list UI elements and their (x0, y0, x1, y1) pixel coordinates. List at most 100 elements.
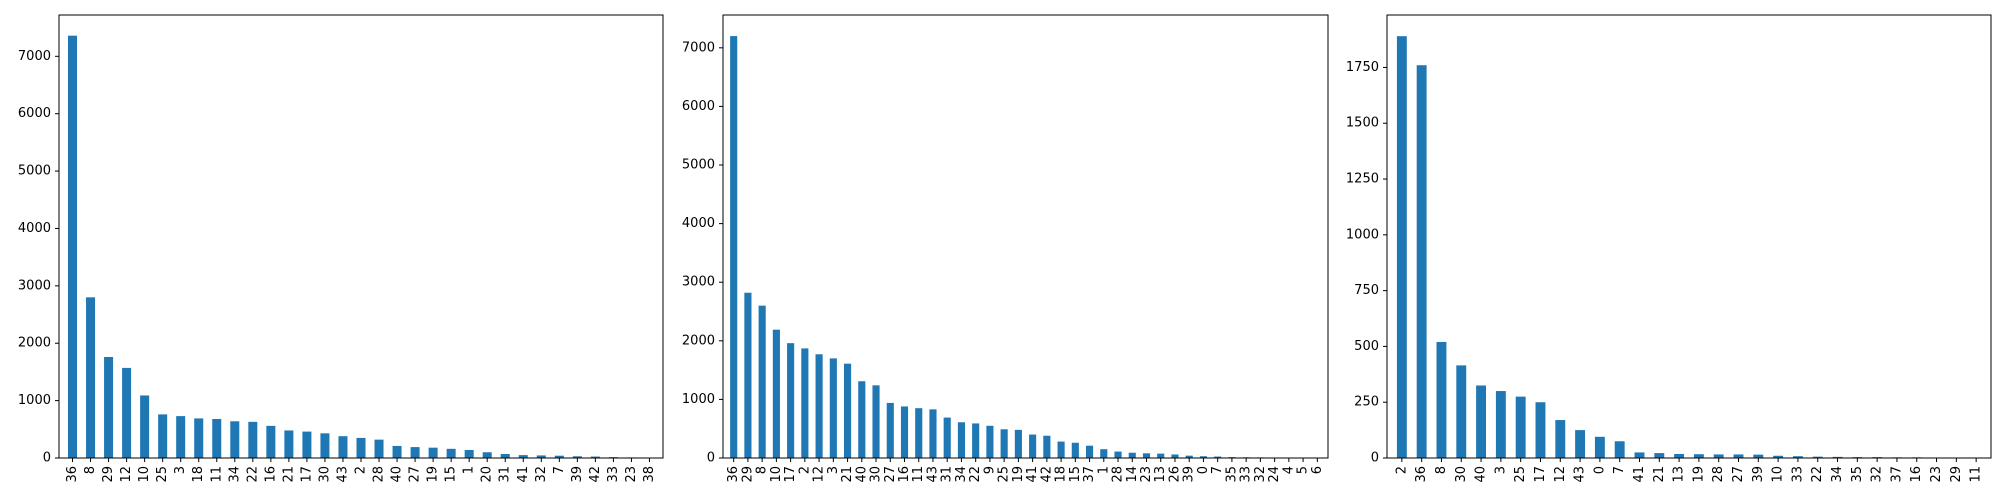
x-tick-label: 41 (1025, 466, 1040, 483)
bar-36 (68, 35, 78, 458)
bar-3 (1495, 391, 1506, 458)
x-tick-label: 37 (1082, 466, 1097, 483)
x-tick-label: 12 (812, 466, 827, 483)
y-tick-label: 6000 (18, 106, 51, 121)
x-tick-label: 27 (408, 466, 423, 483)
bar-37 (1086, 445, 1094, 458)
x-tick-label: 11 (1969, 466, 1984, 483)
bar-27 (1733, 454, 1744, 458)
x-tick-label: 37 (1889, 466, 1904, 483)
bar-19 (1693, 454, 1704, 458)
x-tick-label: 40 (854, 466, 869, 483)
x-tick-label: 19 (1691, 466, 1706, 483)
bar-29 (104, 357, 114, 458)
x-tick-label: 29 (101, 466, 116, 483)
x-tick-label: 5 (1296, 466, 1311, 474)
bar-19 (1014, 429, 1022, 458)
x-tick-label: 15 (1068, 466, 1083, 483)
x-tick-label: 34 (1830, 466, 1845, 483)
x-tick-label: 34 (227, 466, 242, 483)
bar-8 (1436, 341, 1447, 458)
y-tick-label: 1000 (682, 392, 715, 407)
bar-21 (1654, 453, 1665, 458)
x-tick-label: 43 (1573, 466, 1588, 483)
bar-18 (1057, 441, 1065, 458)
y-tick-label: 750 (1354, 283, 1379, 298)
bar-8 (758, 305, 766, 458)
bar-10 (772, 329, 780, 458)
x-tick-label: 41 (516, 466, 531, 483)
y-tick-label: 1250 (1346, 172, 1379, 187)
y-tick-label: 5000 (18, 164, 51, 179)
x-tick-label: 7 (1612, 466, 1627, 474)
x-tick-label: 10 (769, 466, 784, 483)
y-tick-label: 3000 (682, 275, 715, 290)
x-tick-label: 13 (1153, 466, 1168, 483)
bar-39 (572, 456, 582, 458)
bar-25 (158, 414, 168, 458)
x-tick-label: 36 (1414, 466, 1429, 483)
bar-30 (1456, 365, 1467, 458)
x-tick-label: 6 (1310, 466, 1325, 474)
x-tick-label: 1 (462, 466, 477, 474)
bar-8 (86, 297, 96, 458)
y-tick-label: 4000 (682, 216, 715, 231)
x-tick-label: 9 (982, 466, 997, 474)
bar-3 (829, 358, 837, 458)
x-tick-label: 32 (1870, 466, 1885, 483)
bar-11 (212, 418, 222, 458)
x-tick-label: 8 (1434, 466, 1449, 474)
x-tick-label: 4 (1281, 466, 1296, 474)
x-tick-label: 31 (498, 466, 513, 483)
x-tick-label: 3 (826, 466, 841, 474)
bar-43 (1575, 430, 1586, 458)
x-tick-label: 39 (1182, 466, 1197, 483)
bar-29 (744, 292, 752, 458)
x-tick-label: 42 (588, 466, 603, 483)
x-tick-label: 3 (1493, 466, 1508, 474)
x-tick-label: 0 (1196, 466, 1211, 474)
bar-19 (428, 447, 438, 458)
bar-27 (886, 402, 894, 458)
bar-12 (815, 354, 823, 458)
bar-11 (915, 408, 923, 458)
y-tick-label: 250 (1354, 395, 1379, 410)
bar-22 (1812, 456, 1823, 458)
x-tick-label: 23 (1929, 466, 1944, 483)
bar-34 (230, 421, 240, 458)
bar-13 (1674, 453, 1685, 458)
y-tick-label: 3000 (18, 278, 51, 293)
bar-28 (1713, 454, 1724, 458)
bar-0 (1199, 456, 1207, 458)
x-tick-label: 7 (1210, 466, 1225, 474)
bar-25 (1000, 429, 1008, 458)
bar-0 (1594, 436, 1605, 458)
x-tick-label: 22 (245, 466, 260, 483)
bar-33 (1792, 456, 1803, 458)
bar-12 (122, 367, 132, 458)
bar-3 (176, 416, 186, 458)
bar-39 (1753, 454, 1764, 458)
chart-2: 36 29 8 10 17 2 12 3 21 40 30 27 16 11 43 31 34 22 9 25 19 41… (682, 14, 1329, 483)
x-tick-label: 29 (1949, 466, 1964, 483)
x-tick-label: 24 (1267, 466, 1282, 483)
bar-7 (1214, 456, 1222, 458)
plot-frame (58, 14, 664, 459)
bar-15 (446, 448, 456, 458)
x-tick-label: 35 (1224, 466, 1239, 483)
y-tick-label: 4000 (18, 221, 51, 236)
bar-23 (1142, 453, 1151, 458)
bar-17 (787, 343, 795, 458)
bar-27 (410, 447, 420, 458)
x-tick-label: 26 (1167, 466, 1182, 483)
bar-34 (957, 422, 965, 458)
y-tick-label: 1000 (1346, 227, 1379, 242)
x-tick-label: 1 (1096, 466, 1111, 474)
bar-40 (858, 381, 866, 458)
x-tick-label: 18 (191, 466, 206, 483)
chart-3: 2 36 8 30 40 3 25 17 12 43 0 7 41 21 13 19 28 27 39 10 33 22 3… (1346, 14, 1992, 483)
bar-39 (1185, 455, 1193, 458)
x-tick-label: 19 (1011, 466, 1026, 483)
x-tick-label: 2 (354, 466, 369, 474)
